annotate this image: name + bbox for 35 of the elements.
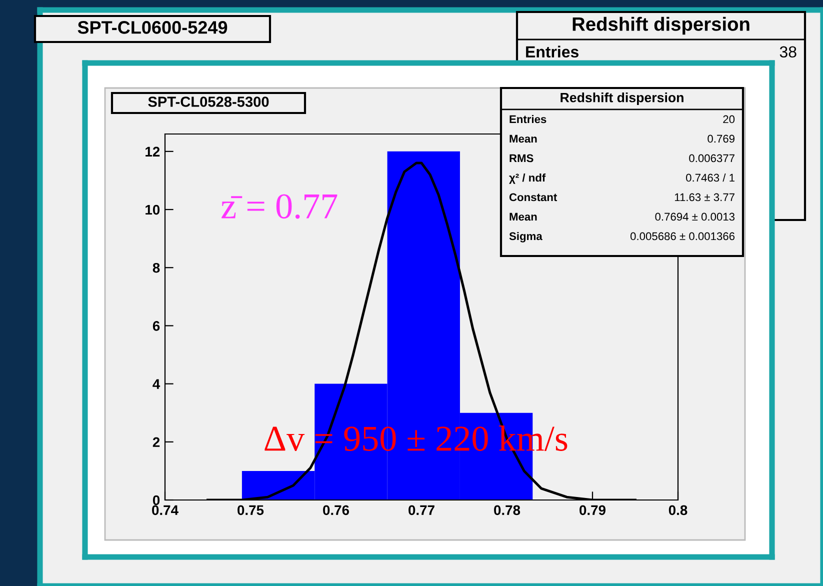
annotation: 11.63 ± 3.77 [674, 193, 734, 202]
x-tick-label: 0.75 [238, 505, 264, 516]
text: Redshift dispersion [560, 92, 684, 105]
text: 0.006377 [689, 154, 734, 162]
text: Entries [510, 114, 546, 124]
x-tick-label: 0.8 [668, 505, 688, 516]
x-tick-label: 0.79 [580, 505, 606, 516]
annotation: 0.005686 ± 0.001366 [630, 232, 735, 240]
text: SPT-CL0600-5249 [78, 21, 228, 34]
chart-title: SPT-CL0528-5300 [148, 96, 269, 107]
annotation: Mean [510, 134, 537, 143]
text: 0.7463 / 1 [686, 173, 734, 182]
x-tick-label: 0.74 [152, 505, 178, 516]
annotation: Sigma [509, 232, 542, 242]
text: 0.769 [708, 134, 734, 143]
annotation: z̄ = 0.77 [222, 194, 338, 219]
annotation: Constant [509, 193, 558, 202]
y-tick-label: 2 [152, 437, 160, 447]
y-tick-label: 6 [152, 321, 160, 331]
text: Redshift dispersion [572, 16, 750, 35]
annotation: 0.7694 ± 0.0013 [655, 212, 735, 221]
text: 20 [723, 115, 735, 124]
x-tick-label: 0.77 [408, 505, 434, 516]
x-tick-label: 0.76 [323, 505, 350, 516]
annotation: Mean [510, 212, 537, 221]
x-tick-label: 0.78 [494, 505, 520, 516]
y-tick-label: 12 [146, 146, 160, 156]
y-tick-label: 0 [152, 495, 160, 506]
annotation: χ² / ndf [509, 173, 546, 184]
text: 38 [780, 46, 796, 58]
y-tick-label: 4 [152, 379, 160, 389]
y-tick-label: 8 [152, 262, 160, 273]
annotation: RMS [510, 154, 534, 162]
y-tick-label: 10 [146, 204, 160, 215]
text: Entries [526, 46, 578, 58]
